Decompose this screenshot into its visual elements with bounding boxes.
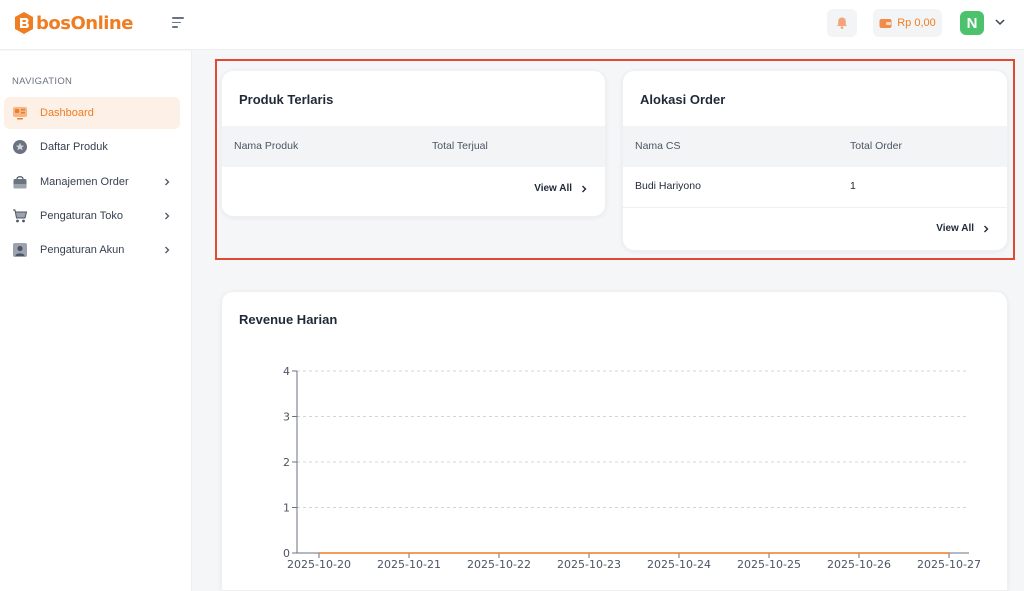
chevron-down-icon[interactable] bbox=[994, 16, 1006, 28]
column-header-nama-cs: Nama CS bbox=[635, 140, 681, 152]
column-header-nama-produk: Nama Produk bbox=[234, 140, 299, 152]
nav-heading: NAVIGATION bbox=[12, 76, 73, 87]
alokasi-order-card: Alokasi Order Nama CS Total Order Budi H… bbox=[622, 70, 1008, 251]
x-tick-label: 2025-10-23 bbox=[557, 558, 621, 571]
x-tick-label: 2025-10-20 bbox=[287, 558, 351, 571]
sidebar-item-pengaturan-akun[interactable]: Pengaturan Akun bbox=[4, 234, 180, 266]
user-icon bbox=[12, 242, 28, 258]
table-header: Nama CS Total Order bbox=[623, 126, 1007, 167]
y-tick-label: 0 bbox=[283, 547, 290, 560]
table-header: Nama Produk Total Terjual bbox=[222, 126, 605, 167]
revenue-chart: 0 1 2 3 4 2025-10-20 2025-10-21 2025-10-22 2025-… bbox=[283, 365, 981, 571]
chevron-right-icon bbox=[165, 178, 170, 186]
brand-name: bosOnline bbox=[36, 12, 133, 34]
view-all-label: View All bbox=[936, 223, 974, 234]
x-tick-label: 2025-10-21 bbox=[377, 558, 441, 571]
sidebar-item-manajemen-order[interactable]: Manajemen Order bbox=[4, 166, 180, 198]
card-title: Alokasi Order bbox=[640, 92, 726, 107]
column-header-total-order: Total Order bbox=[850, 140, 902, 152]
produk-terlaris-card: Produk Terlaris Nama Produk Total Terjua… bbox=[221, 70, 606, 217]
y-tick-label: 1 bbox=[283, 502, 290, 515]
y-tick-label: 2 bbox=[283, 456, 290, 469]
wallet-icon bbox=[879, 18, 892, 28]
sidebar-item-label: Dashboard bbox=[40, 107, 94, 119]
sidebar-item-daftar-produk[interactable]: Daftar Produk bbox=[4, 131, 180, 163]
chevron-right-icon bbox=[984, 225, 989, 232]
menu-toggle-icon[interactable] bbox=[172, 17, 188, 31]
bell-icon bbox=[837, 17, 847, 29]
chevron-right-icon bbox=[165, 212, 170, 220]
sidebar-item-dashboard[interactable]: Dashboard bbox=[4, 97, 180, 129]
x-tick-label: 2025-10-25 bbox=[737, 558, 801, 571]
view-all-button[interactable]: View All bbox=[936, 223, 990, 234]
view-all-label: View All bbox=[534, 183, 572, 194]
sidebar-item-label: Manajemen Order bbox=[40, 176, 129, 188]
avatar[interactable]: N bbox=[960, 11, 984, 35]
chevron-right-icon bbox=[582, 185, 587, 192]
x-tick-label: 2025-10-27 bbox=[917, 558, 981, 571]
brand-logo[interactable]: bosOnline bbox=[14, 11, 133, 35]
star-icon bbox=[12, 139, 28, 155]
chevron-right-icon bbox=[165, 246, 170, 254]
row-divider bbox=[623, 207, 1007, 208]
balance-button[interactable]: Rp 0,00 bbox=[873, 9, 942, 37]
revenue-card: Revenue Harian 0 1 2 3 4 2025-10-20 2025-10-21… bbox=[221, 291, 1008, 591]
dashboard-icon bbox=[12, 105, 28, 121]
notification-button[interactable] bbox=[827, 9, 857, 37]
cell-nama-cs: Budi Hariyono bbox=[635, 180, 701, 192]
sidebar-item-label: Pengaturan Akun bbox=[40, 244, 125, 256]
sidebar-item-label: Pengaturan Toko bbox=[40, 210, 123, 222]
cell-total-order: 1 bbox=[850, 180, 856, 192]
y-tick-label: 3 bbox=[283, 411, 290, 424]
logo-icon bbox=[15, 12, 33, 34]
card-title: Produk Terlaris bbox=[239, 92, 334, 107]
y-tick-label: 4 bbox=[283, 365, 290, 378]
balance-amount: Rp 0,00 bbox=[897, 17, 936, 29]
cart-icon bbox=[12, 208, 28, 224]
view-all-button[interactable]: View All bbox=[534, 183, 588, 194]
sidebar-item-pengaturan-toko[interactable]: Pengaturan Toko bbox=[4, 200, 180, 232]
x-tick-label: 2025-10-22 bbox=[467, 558, 531, 571]
column-header-total-terjual: Total Terjual bbox=[432, 140, 488, 152]
sidebar: NAVIGATION Dashboard Daftar Produk bbox=[0, 51, 192, 591]
sidebar-item-label: Daftar Produk bbox=[40, 141, 108, 153]
card-title: Revenue Harian bbox=[239, 312, 338, 327]
x-tick-label: 2025-10-24 bbox=[647, 558, 711, 571]
bag-icon bbox=[12, 174, 28, 190]
x-tick-label: 2025-10-26 bbox=[827, 558, 891, 571]
top-header: bosOnline Rp 0,00 N bbox=[0, 0, 1024, 50]
